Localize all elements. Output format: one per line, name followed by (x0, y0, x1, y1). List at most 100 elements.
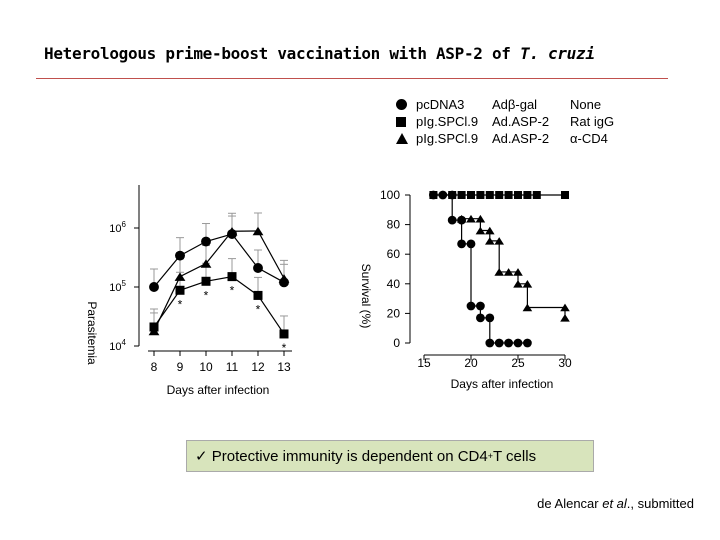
legend-treatment: Rat igG (570, 114, 615, 129)
x-tick-label: 30 (558, 356, 572, 370)
y-tick-label: 40 (387, 277, 401, 291)
survival-point-square (457, 191, 466, 199)
chart-legend: pcDNA3 Adβ-gal None pIg.SPCl.9 Ad.ASP-2 … (396, 96, 630, 147)
series-line-square (153, 275, 285, 335)
conclusion-callout: ✓ Protective immunity is dependent on CD… (186, 440, 594, 472)
data-point-triangle (200, 259, 212, 268)
survival-point-circle (485, 338, 495, 348)
survival-point-triangle (475, 214, 486, 223)
data-point-square (279, 329, 289, 339)
survival-point-circle (466, 239, 476, 249)
significance-asterisk: * (204, 288, 209, 302)
data-point-triangle (278, 274, 290, 283)
legend-boost: Ad.ASP-2 (492, 114, 550, 129)
y-tick-label: 20 (387, 306, 401, 320)
data-point-triangle (226, 227, 238, 236)
y-axis-label: Parasitemia (85, 301, 99, 365)
data-point-circle (253, 263, 263, 273)
callout-text: Protective immunity is dependent on CD4 (211, 447, 488, 465)
survival-point-circle (466, 301, 476, 311)
survival-point-circle (485, 313, 495, 323)
survival-point-square (448, 191, 457, 199)
slide-title: Heterologous prime-boost vaccination wit… (44, 44, 595, 63)
y-tick-label: 105 (109, 279, 126, 294)
citation: de Alencar et al., submitted (537, 496, 694, 511)
x-tick-label: 20 (464, 356, 478, 370)
data-point-square (227, 272, 237, 282)
survival-point-circle (504, 338, 513, 348)
legend-treatment: None (570, 97, 602, 112)
circle-marker-icon (396, 99, 407, 110)
series-line-triangle (153, 230, 285, 332)
survival-point-square (429, 191, 438, 199)
survival-point-triangle (513, 280, 523, 288)
legend-row-circle: pcDNA3 Adβ-gal None (396, 96, 630, 113)
survival-point-circle (513, 338, 523, 348)
survival-point-circle (457, 239, 466, 249)
citation-suffix: ., submitted (626, 496, 694, 511)
survival-point-triangle (560, 303, 570, 312)
x-axis-label: Days after infection (167, 383, 270, 397)
survival-point-triangle (513, 268, 523, 276)
significance-asterisk: * (282, 341, 287, 355)
survival-point-triangle (560, 314, 570, 322)
survival-point-triangle (503, 268, 514, 276)
slide-title-main: Heterologous prime-boost vaccination wit… (44, 44, 520, 63)
survival-point-triangle (466, 214, 476, 223)
data-point-triangle (252, 226, 264, 236)
parasitemia-chart: 104 105 106 8 9 10 11 12 13 Days after infection P… (85, 185, 292, 397)
x-tick-label: 11 (226, 360, 239, 374)
survival-point-square (514, 191, 522, 199)
legend-prime: pIg.SPCl.9 (416, 114, 479, 129)
callout-tail: T cells (493, 447, 537, 465)
survival-point-circle (476, 301, 485, 311)
survival-chart: 0 20 40 60 80 100 15 20 25 30 Days after infection… (359, 188, 572, 391)
data-point-circle (149, 282, 159, 292)
survival-point-square (523, 191, 532, 199)
x-tick-label: 9 (177, 360, 184, 374)
survival-point-triangle (494, 237, 504, 245)
x-tick-label: 8 (151, 360, 158, 374)
survival-point-triangle (475, 226, 486, 235)
significance-asterisk: * (178, 297, 183, 311)
legend-prime: pcDNA3 (416, 97, 465, 112)
survival-point-square (476, 191, 485, 199)
x-tick-label: 15 (417, 356, 431, 370)
y-tick-label: 60 (387, 247, 401, 261)
significance-asterisk: * (230, 284, 235, 298)
x-tick-label: 10 (199, 360, 213, 374)
survival-point-square (485, 191, 494, 199)
legend-boost: Ad.ASP-2 (492, 131, 550, 146)
survival-line-circle (433, 194, 528, 344)
y-tick-label: 106 (109, 220, 126, 235)
y-tick-label: 100 (380, 188, 400, 202)
data-point-square (175, 285, 185, 295)
survival-point-triangle (485, 226, 495, 235)
data-point-circle (175, 250, 185, 261)
survival-point-triangle (494, 268, 504, 276)
y-tick-label: 80 (387, 218, 401, 232)
legend-row-triangle: pIg.SPCl.9 Ad.ASP-2 α-CD4 (396, 130, 630, 147)
survival-point-triangle (522, 280, 533, 288)
survival-point-triangle (456, 214, 467, 223)
survival-point-triangle (485, 237, 495, 245)
data-point-square (201, 276, 211, 286)
legend-row-square: pIg.SPCl.9 Ad.ASP-2 Rat igG (396, 113, 630, 130)
square-marker-icon (396, 116, 406, 127)
title-divider (36, 78, 668, 79)
citation-prefix: de Alencar (537, 496, 603, 511)
survival-point-square (495, 191, 504, 199)
data-point-triangle (148, 326, 160, 336)
survival-point-circle (523, 338, 532, 348)
survival-point-circle (447, 215, 457, 225)
survival-point-circle (494, 338, 504, 348)
legend-treatment: α-CD4 (570, 131, 608, 146)
data-point-circle (201, 236, 211, 247)
survival-point-square (561, 191, 569, 199)
survival-point-triangle (522, 303, 533, 312)
callout-superscript: + (487, 451, 493, 461)
x-tick-label: 12 (251, 360, 265, 374)
triangle-marker-icon (396, 133, 408, 144)
x-tick-label: 13 (277, 360, 291, 374)
